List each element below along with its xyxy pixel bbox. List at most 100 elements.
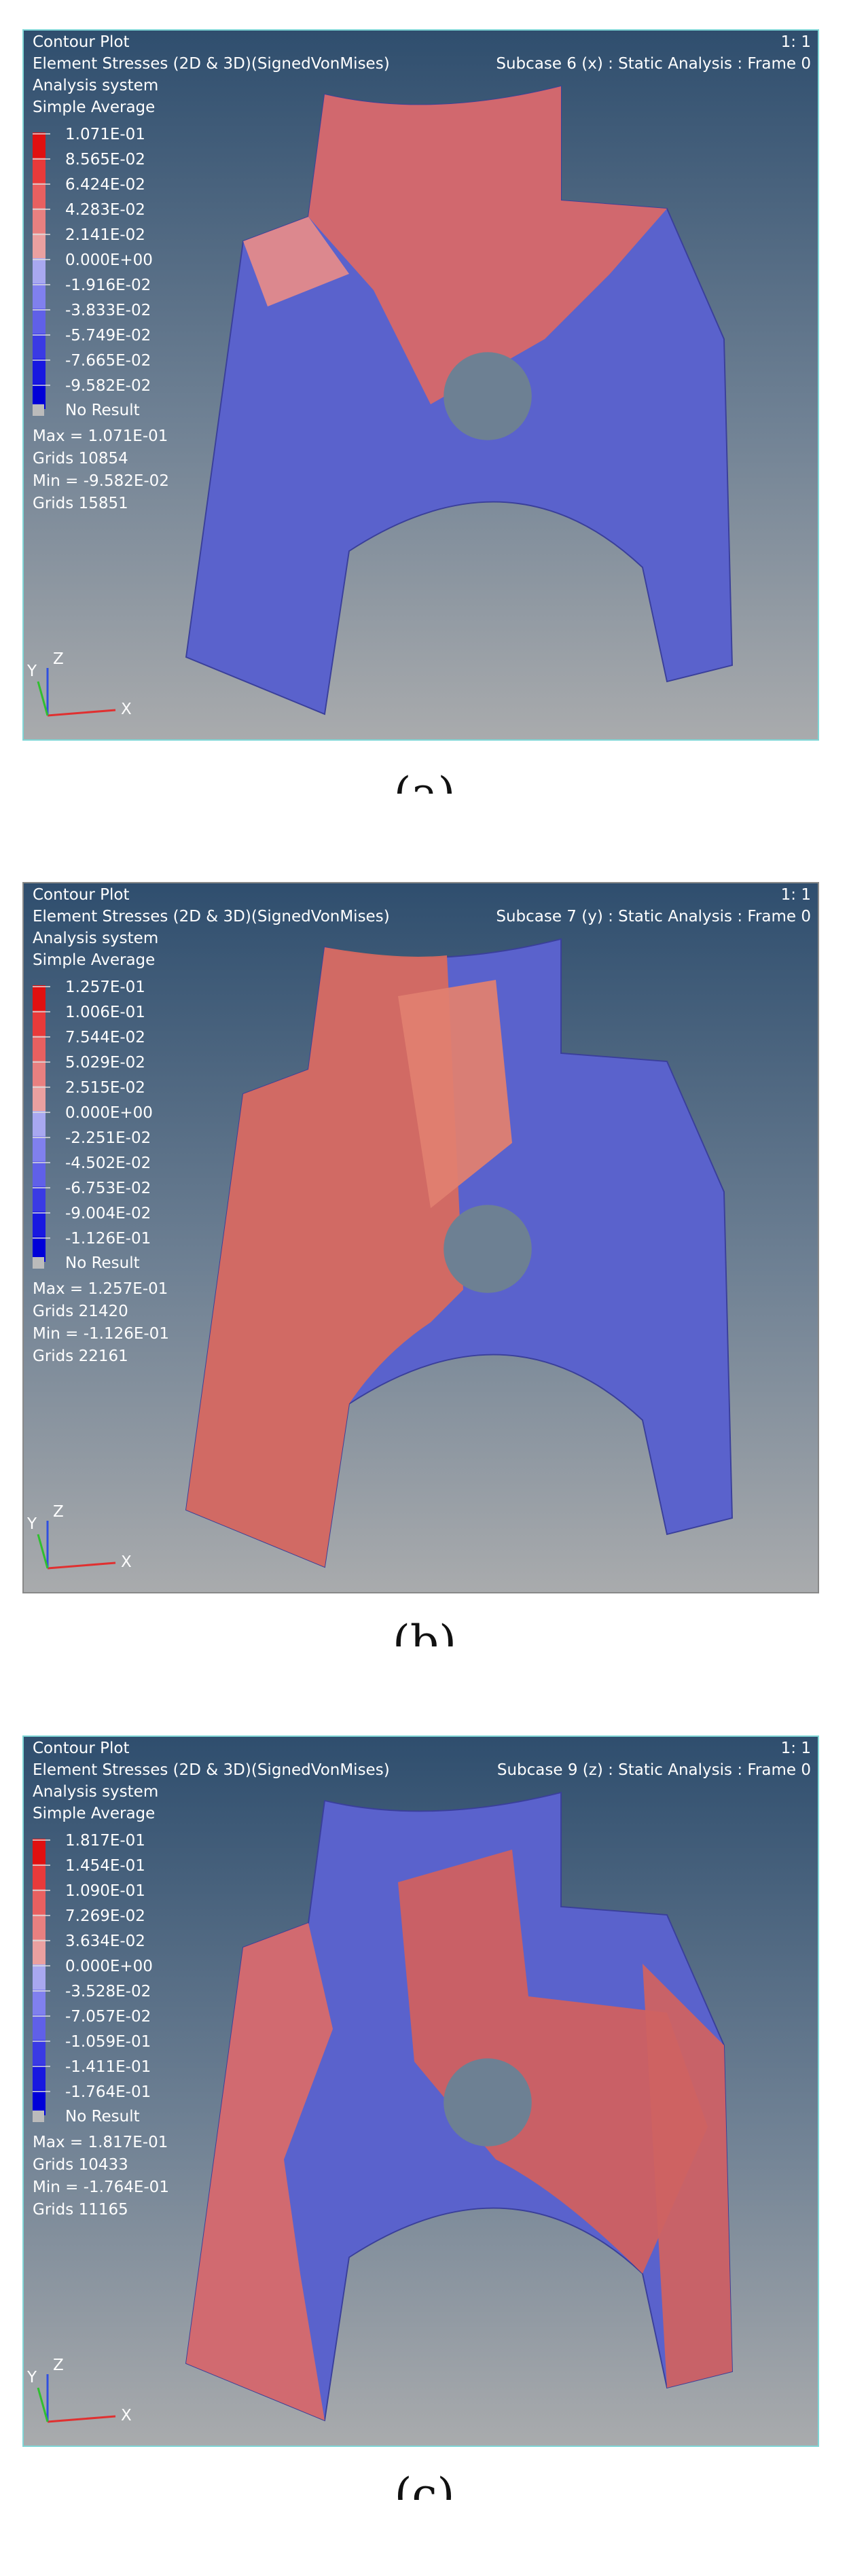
- subcase-label: Subcase 6 (x) : Static Analysis : Frame …: [496, 55, 811, 73]
- legend-swatch: [33, 2015, 46, 2040]
- legend-swatch: [33, 359, 46, 384]
- no-result-label: No Result: [65, 1254, 140, 1272]
- header-line: Contour Plot: [33, 1740, 130, 1757]
- header-line: Analysis system: [33, 77, 158, 94]
- legend-label: 2.141E-02: [65, 226, 145, 244]
- contour-panel: Contour Plot Element Stresses (2D & 3D)(S…: [22, 1735, 819, 2500]
- legend-swatch: [33, 133, 46, 158]
- legend-label: -1.411E-01: [65, 2058, 151, 2076]
- legend-label: -1.916E-02: [65, 277, 151, 294]
- header-line: Analysis system: [33, 1783, 158, 1801]
- axis-y: [37, 2387, 49, 2422]
- no-result-label: No Result: [65, 2108, 140, 2125]
- stat-line: Grids 11165: [33, 2201, 128, 2219]
- axis-label-x: X: [121, 701, 132, 718]
- scale-label: 1: 1: [781, 1740, 811, 1757]
- axis-x: [47, 2415, 116, 2423]
- axis-x: [47, 709, 116, 717]
- stat-line: Min = -1.764E-01: [33, 2178, 169, 2196]
- legend-label: 0.000E+00: [65, 1104, 153, 1122]
- scale-label: 1: 1: [781, 33, 811, 51]
- legend-swatch: [33, 158, 46, 183]
- stress-region: [243, 217, 349, 307]
- legend-swatch: [33, 1964, 46, 1990]
- legend-label: -9.582E-02: [65, 377, 151, 395]
- legend-swatch: [33, 2090, 46, 2115]
- legend-swatch: [33, 258, 46, 283]
- no-result-label: No Result: [65, 402, 140, 419]
- header-line: Simple Average: [33, 951, 155, 969]
- legend-swatch: [33, 208, 46, 233]
- axis-label-y: Y: [26, 1515, 37, 1533]
- stat-line: Grids 10854: [33, 450, 128, 467]
- stress-region: [186, 947, 463, 1567]
- stat-line: Min = -9.582E-02: [33, 472, 169, 490]
- model: [185, 938, 733, 1568]
- legend-label: -3.833E-02: [65, 302, 151, 319]
- contour-panel: Contour Plot Element Stresses (2D & 3D)(S…: [22, 29, 819, 794]
- legend-swatch: [33, 2065, 46, 2090]
- legend-swatch: [33, 1086, 46, 1111]
- model-hole: [444, 352, 532, 440]
- caption: (a): [394, 768, 456, 794]
- axis-label-x: X: [121, 2407, 132, 2424]
- header-line: Simple Average: [33, 99, 155, 116]
- legend-swatch: [33, 1939, 46, 1964]
- axis-y: [37, 1534, 49, 1569]
- legend-label: -5.749E-02: [65, 327, 151, 345]
- legend-label: -7.057E-02: [65, 2008, 151, 2026]
- legend-swatch: [33, 1010, 46, 1036]
- legend-swatch: [33, 1161, 46, 1186]
- axis-y: [37, 681, 49, 716]
- legend-label: -4.502E-02: [65, 1154, 151, 1172]
- subcase-label: Subcase 7 (y) : Static Analysis : Frame …: [496, 908, 811, 925]
- legend-swatch: [33, 2040, 46, 2065]
- legend-label: 6.424E-02: [65, 176, 145, 194]
- stress-region: [186, 1923, 333, 2420]
- legend-swatch: [33, 1839, 46, 1864]
- legend-label: 1.257E-01: [65, 978, 145, 996]
- stat-line: Grids 10433: [33, 2156, 128, 2174]
- axis-label-z: Z: [53, 650, 64, 668]
- legend-label: -6.753E-02: [65, 1180, 151, 1197]
- legend-label: -3.528E-02: [65, 1983, 151, 2000]
- model: [185, 1791, 733, 2422]
- legend-label: 1.006E-01: [65, 1004, 145, 1021]
- axis-label-y: Y: [26, 663, 37, 680]
- stat-line: Grids 21420: [33, 1303, 128, 1320]
- no-result-swatch: [33, 404, 44, 416]
- legend-label: 5.029E-02: [65, 1054, 145, 1072]
- model-hole: [444, 2058, 532, 2147]
- stat-line: Grids 22161: [33, 1347, 128, 1365]
- legend-label: 4.283E-02: [65, 201, 145, 219]
- legend-swatch: [33, 1237, 46, 1262]
- legend-swatch: [33, 308, 46, 334]
- stat-line: Max = 1.071E-01: [33, 427, 168, 445]
- legend-label: -1.126E-01: [65, 1230, 151, 1248]
- stress-region: [398, 980, 512, 1208]
- legend-swatch: [33, 384, 46, 409]
- legend-label: 1.817E-01: [65, 1832, 145, 1850]
- axis-label-y: Y: [26, 2369, 37, 2386]
- header-line: Element Stresses (2D & 3D)(SignedVonMise…: [33, 55, 390, 73]
- axis-label-z: Z: [53, 2357, 64, 2374]
- caption: (b): [393, 1616, 456, 1646]
- axis-label-x: X: [121, 1553, 132, 1571]
- legend-swatch: [33, 1889, 46, 1914]
- header-line: Simple Average: [33, 1805, 155, 1822]
- legend-swatch: [33, 233, 46, 258]
- model-hole: [444, 1205, 532, 1293]
- stress-region: [308, 86, 668, 404]
- stat-line: Grids 15851: [33, 495, 128, 512]
- legend-swatch: [33, 1061, 46, 1086]
- axis-x: [47, 1562, 116, 1570]
- legend-label: -1.059E-01: [65, 2033, 151, 2051]
- caption: (c): [395, 2469, 454, 2500]
- legend-label: 0.000E+00: [65, 1958, 153, 1975]
- legend-swatch: [33, 1186, 46, 1212]
- stat-line: Max = 1.257E-01: [33, 1280, 168, 1298]
- legend-swatch: [33, 1864, 46, 1889]
- legend-label: 1.090E-01: [65, 1882, 145, 1900]
- legend-label: 3.634E-02: [65, 1933, 145, 1950]
